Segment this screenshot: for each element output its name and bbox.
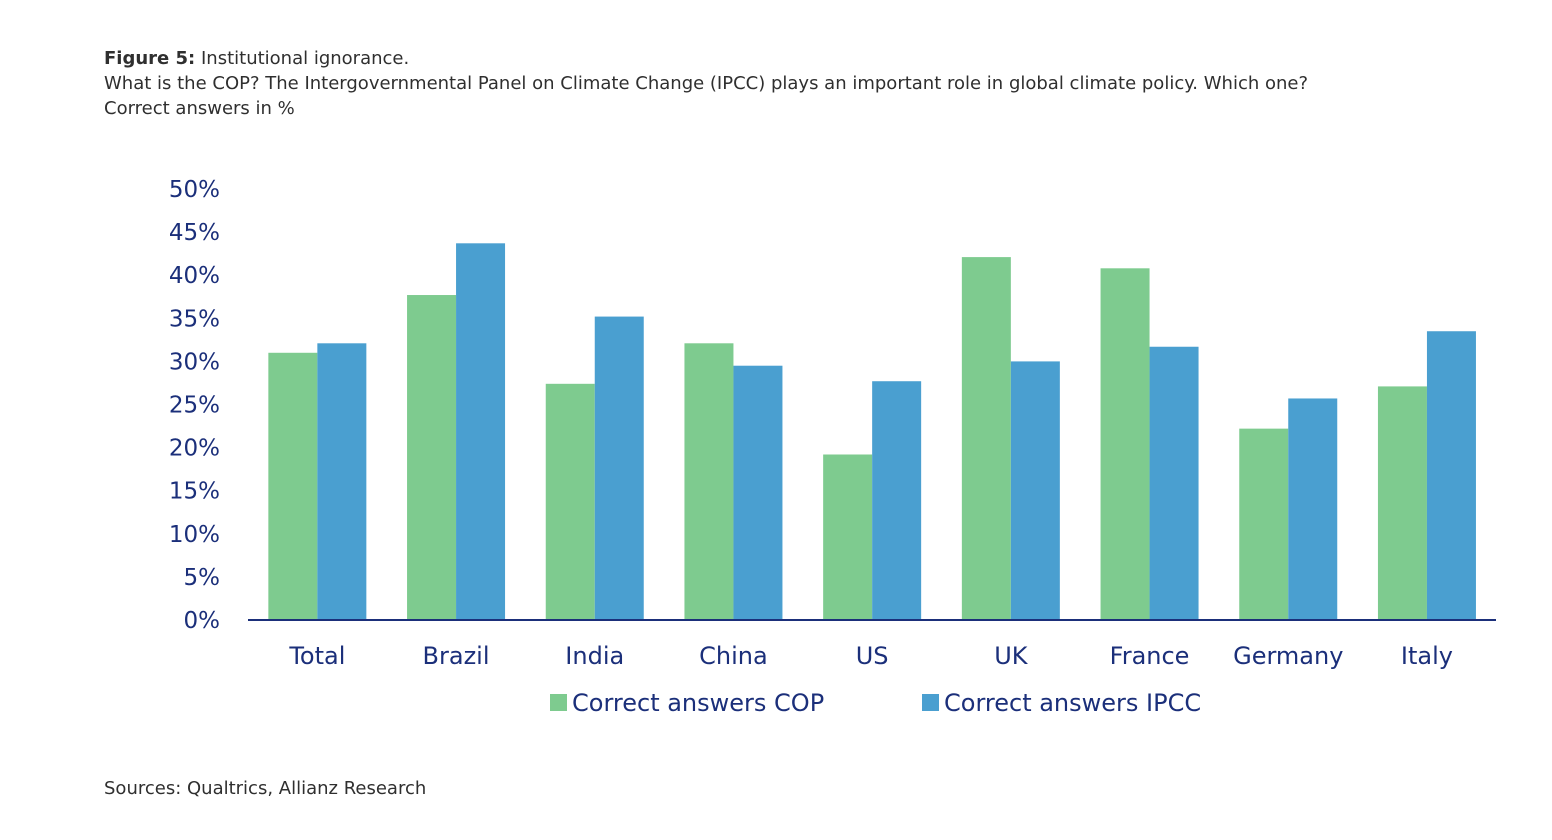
x-axis: Total Brazil India China US UK France Germany It… <box>288 642 1453 670</box>
x-tick-label: US <box>856 642 889 670</box>
bar-ipcc-italy <box>1426 331 1476 620</box>
legend-swatch <box>550 694 567 711</box>
figure-unit-note: Correct answers in % <box>104 98 295 119</box>
bar-ipcc-brazil <box>456 243 506 620</box>
bar-ipcc-india <box>594 316 644 620</box>
x-tick-label: Brazil <box>423 642 490 670</box>
figure-header: Figure 5: Institutional ignorance. What … <box>104 46 1524 121</box>
y-tick-label: 40% <box>169 263 220 289</box>
bar-ipcc-total <box>317 343 367 620</box>
figure-title: Institutional ignorance. <box>200 48 410 69</box>
legend-item-ipcc: Correct answers IPCC <box>922 689 1201 717</box>
figure-subtitle: What is the COP? The Intergovernmental P… <box>104 73 1309 94</box>
bar-cop-us <box>823 454 873 620</box>
y-tick-label: 35% <box>169 306 220 332</box>
x-tick-label: France <box>1110 642 1190 670</box>
bar-cop-india <box>545 383 595 620</box>
legend-label: Correct answers COP <box>572 689 824 717</box>
y-tick-label: 20% <box>169 436 220 462</box>
x-tick-label: Italy <box>1401 642 1453 670</box>
y-tick-label: 25% <box>169 393 220 419</box>
y-tick-label: 50% <box>169 177 220 203</box>
y-tick-label: 45% <box>169 220 220 246</box>
bar-cop-china <box>684 343 734 620</box>
bar-ipcc-china <box>733 365 783 620</box>
y-axis: 0% 5% 10% 15% 20% 25% 30% 35% 40% 45% 50% <box>169 177 220 634</box>
bar-cop-italy <box>1377 386 1427 620</box>
x-tick-label: Total <box>288 642 345 670</box>
bar-cop-total <box>268 352 318 620</box>
bars <box>268 243 1476 620</box>
source-note: Sources: Qualtrics, Allianz Research <box>104 778 427 799</box>
bar-cop-germany <box>1239 428 1289 620</box>
y-tick-label: 5% <box>184 565 221 591</box>
x-tick-label: UK <box>994 642 1029 670</box>
y-tick-label: 15% <box>169 479 220 505</box>
bar-ipcc-us <box>872 381 922 620</box>
legend-swatch <box>922 694 939 711</box>
figure-label: Figure 5: <box>104 48 196 69</box>
x-tick-label: Germany <box>1233 642 1343 670</box>
bar-cop-brazil <box>407 295 457 620</box>
legend: Correct answers COP Correct answers IPCC <box>550 689 1201 717</box>
x-tick-label: China <box>699 642 768 670</box>
bar-ipcc-germany <box>1288 398 1338 620</box>
y-tick-label: 10% <box>169 522 220 548</box>
bar-cop-france <box>1100 268 1150 620</box>
x-tick-label: India <box>565 642 624 670</box>
legend-label: Correct answers IPCC <box>944 689 1201 717</box>
y-tick-label: 30% <box>169 349 220 375</box>
figure-title-line: Figure 5: Institutional ignorance. <box>104 46 1524 71</box>
bar-cop-uk <box>961 257 1011 620</box>
bar-ipcc-uk <box>1010 361 1060 620</box>
legend-item-cop: Correct answers COP <box>550 689 824 717</box>
y-tick-label: 0% <box>184 608 221 634</box>
bar-ipcc-france <box>1149 346 1199 620</box>
